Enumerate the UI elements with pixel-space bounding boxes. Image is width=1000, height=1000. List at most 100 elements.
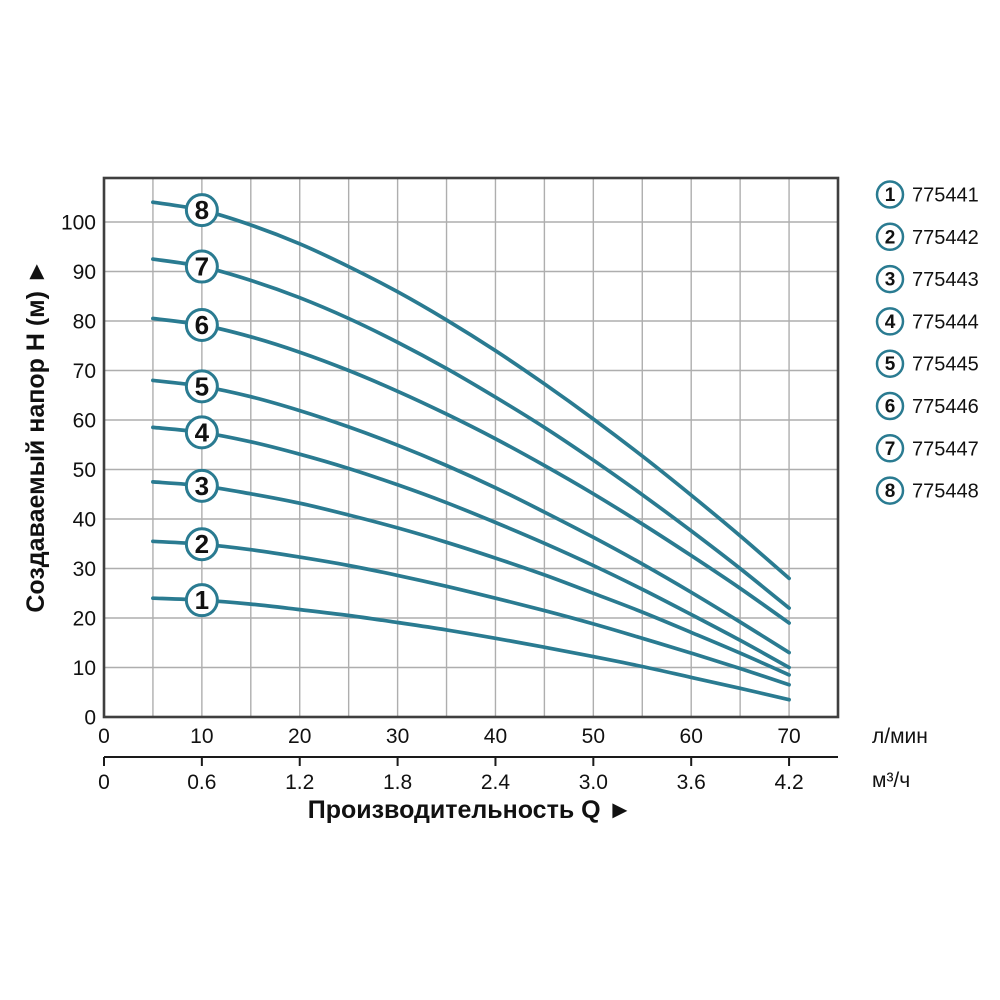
y-axis-tick-labels: 0 10 20 30 40 50 60 70 80 90 100 (61, 212, 96, 730)
x-axis-lmin-tick-labels: 0 10 20 30 40 50 60 70 (98, 725, 801, 748)
legend-item-code: 775442 (912, 227, 979, 249)
x-tick-lmin-60: 60 (680, 725, 703, 748)
legend-item-code: 775448 (912, 481, 979, 503)
curve-badge-4: 4 (184, 415, 219, 450)
legend-number-icon (875, 349, 905, 378)
plot-frame (102, 176, 840, 719)
legend-item-code: 775443 (912, 269, 979, 291)
legend-item-number: 6 (885, 397, 896, 418)
x-tick-lmin-20: 20 (288, 725, 311, 748)
legend-item-3: 3 775443 (875, 264, 979, 294)
y-tick-label-80: 80 (73, 311, 96, 334)
grid-lines (104, 178, 838, 717)
legend-number-icon (875, 222, 905, 252)
curve-badge-circle (184, 583, 219, 618)
legend-item-code: 775447 (912, 438, 979, 460)
curve-badge-number: 1 (195, 585, 209, 615)
curve-badge-2: 2 (184, 527, 219, 562)
x-axis-title: Производительность Q ► (308, 796, 633, 824)
y-axis-title: Создаваемый напор Н (м) ► (22, 259, 50, 612)
x-tick-m3h-1.8: 1.8 (383, 771, 412, 794)
legend-item-number: 8 (885, 481, 896, 502)
curve-8 (151, 200, 791, 581)
legend-item-7: 7 775447 (875, 434, 979, 463)
curve-badge-number: 5 (195, 371, 209, 401)
curve-badge-3: 3 (184, 468, 219, 503)
curve-badge-circle (184, 415, 219, 450)
y-tick-label-50: 50 (73, 459, 96, 482)
curve-badge-8: 8 (184, 193, 219, 228)
curve-badge-6: 6 (184, 307, 219, 342)
curve-badge-circle (184, 527, 219, 562)
curve-badge-number: 7 (195, 252, 209, 282)
x-tick-lmin-0: 0 (98, 725, 110, 748)
curve-2 (151, 539, 791, 687)
legend-item-4: 4 775444 (875, 307, 979, 336)
legend: 1 775441 2 775442 3 775443 4 775444 5 775445 6 7754… (875, 180, 979, 505)
legend-item-8: 8 775448 (875, 476, 979, 505)
curve-badge-circle (184, 307, 219, 342)
legend-item-number: 5 (885, 354, 896, 375)
y-tick-label-60: 60 (73, 410, 96, 433)
curve-badge-circle (184, 369, 219, 404)
pump-curves (151, 200, 791, 702)
x-tick-m3h-3.0: 3.0 (579, 771, 608, 794)
curve-badge-number: 8 (195, 195, 209, 225)
curve-badge-number: 2 (195, 529, 209, 559)
legend-item-code: 775445 (912, 354, 979, 376)
legend-item-6: 6 775446 (875, 391, 979, 421)
legend-item-number: 1 (885, 185, 896, 206)
legend-item-number: 2 (885, 227, 896, 248)
x-tick-m3h-4.2: 4.2 (774, 771, 803, 794)
curve-badge-number: 3 (195, 471, 209, 501)
x-tick-m3h-2.4: 2.4 (481, 771, 511, 794)
curve-badge-5: 5 (184, 369, 219, 404)
y-tick-label-40: 40 (73, 509, 96, 532)
legend-item-number: 7 (885, 439, 896, 460)
curve-1 (151, 596, 791, 702)
x-tick-lmin-10: 10 (190, 725, 213, 748)
curve-badge-circle (184, 468, 219, 503)
curve-3 (151, 480, 791, 677)
y-tick-label-100: 100 (61, 212, 96, 235)
curve-badge-circle (184, 193, 219, 228)
x-tick-m3h-1.2: 1.2 (285, 771, 314, 794)
curve-6 (151, 316, 791, 625)
curve-7 (151, 257, 791, 610)
legend-number-icon (875, 476, 905, 505)
x-tick-lmin-50: 50 (582, 725, 605, 748)
legend-item-2: 2 775442 (875, 222, 979, 252)
curve-badge-number: 4 (195, 417, 210, 447)
curve-4 (151, 425, 791, 670)
x-axis-unit-m3h-label: м³/ч (872, 769, 910, 792)
legend-item-5: 5 775445 (875, 349, 979, 378)
y-tick-label-10: 10 (73, 657, 96, 680)
legend-number-icon (875, 264, 905, 294)
legend-item-code: 775441 (912, 185, 979, 207)
curve-badge-number: 6 (195, 310, 209, 340)
x-tick-m3h-0.6: 0.6 (187, 771, 216, 794)
curve-badge-1: 1 (184, 583, 219, 618)
legend-item-code: 775444 (912, 311, 979, 333)
legend-item-1: 1 775441 (875, 180, 979, 209)
legend-number-icon (875, 307, 905, 336)
curve-badge-circle (184, 249, 219, 284)
legend-number-icon (875, 434, 905, 463)
y-tick-label-0: 0 (84, 707, 96, 730)
x-axis-unit-lmin-label: л/мин (872, 725, 928, 748)
y-tick-label-70: 70 (73, 360, 96, 383)
legend-item-code: 775446 (912, 396, 979, 418)
x-tick-lmin-40: 40 (484, 725, 507, 748)
y-tick-label-30: 30 (73, 558, 96, 581)
curve-number-badges: 1 2 3 4 5 6 7 8 (184, 193, 219, 618)
y-tick-label-90: 90 (73, 261, 96, 284)
y-tick-label-20: 20 (73, 608, 96, 631)
legend-number-icon (875, 391, 905, 421)
x-tick-lmin-70: 70 (777, 725, 800, 748)
legend-item-number: 3 (885, 270, 896, 291)
x-axis-m3h-scale: 0 0.6 1.2 1.8 2.4 3.0 3.6 4.2 (98, 756, 838, 794)
x-tick-lmin-30: 30 (386, 725, 409, 748)
curve-5 (151, 378, 791, 655)
